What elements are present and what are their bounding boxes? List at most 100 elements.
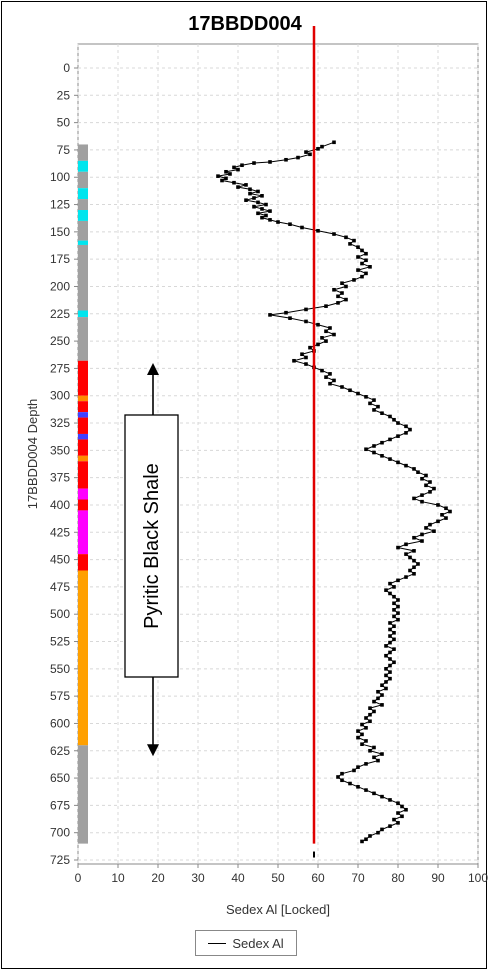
- data-point: [336, 775, 340, 779]
- y-tick-label: 525: [50, 635, 70, 649]
- data-point: [336, 301, 340, 305]
- data-point: [344, 235, 348, 240]
- x-tick-label: 50: [271, 871, 285, 885]
- data-point: [340, 281, 344, 286]
- x-tick-label: 70: [351, 871, 365, 885]
- data-point: [388, 621, 392, 625]
- y-tick-label: 400: [50, 498, 70, 512]
- data-point: [316, 228, 320, 233]
- data-point: [368, 706, 372, 710]
- data-point: [292, 358, 296, 363]
- data-point: [388, 670, 392, 674]
- data-point: [248, 187, 252, 192]
- data-point: [388, 414, 392, 419]
- data-point: [392, 417, 396, 422]
- data-point: [392, 630, 396, 635]
- data-point: [364, 258, 368, 263]
- y-tick-label: 200: [50, 279, 70, 293]
- data-point: [296, 155, 300, 160]
- data-point: [436, 519, 440, 524]
- data-point: [396, 821, 400, 825]
- data-point: [352, 238, 356, 243]
- data-point: [256, 200, 260, 205]
- data-series: [216, 140, 452, 844]
- data-point: [420, 532, 424, 537]
- lithology-interval: [78, 220, 88, 241]
- data-point: [404, 542, 408, 547]
- y-tick-label: 125: [50, 198, 70, 212]
- data-point: [304, 362, 308, 366]
- data-point: [412, 467, 416, 471]
- data-point: [412, 571, 416, 576]
- data-point: [392, 817, 396, 822]
- data-point: [392, 608, 396, 612]
- data-point: [304, 307, 308, 312]
- lithology-interval: [78, 395, 88, 402]
- y-tick-label: 300: [50, 389, 70, 403]
- data-point: [368, 401, 372, 406]
- lithology-interval: [78, 199, 88, 211]
- y-tick-label: 425: [50, 525, 70, 539]
- data-point: [408, 555, 412, 560]
- data-point: [444, 516, 448, 520]
- data-point: [364, 447, 368, 452]
- data-point: [420, 539, 424, 543]
- data-point: [404, 424, 408, 429]
- data-point: [320, 144, 324, 149]
- data-point: [404, 807, 408, 812]
- lithology-interval: [78, 317, 88, 361]
- data-point: [356, 391, 360, 396]
- lithology-interval: [78, 455, 88, 462]
- x-tick-label: 100: [468, 871, 488, 885]
- data-point: [420, 493, 424, 497]
- y-tick-label: 175: [50, 252, 70, 266]
- data-point: [252, 161, 256, 165]
- data-point: [384, 588, 388, 592]
- data-point: [396, 617, 400, 622]
- data-point: [372, 408, 376, 412]
- data-point: [288, 222, 292, 227]
- data-point: [260, 194, 264, 198]
- annotation-arrow-up: [147, 362, 159, 375]
- data-point: [344, 297, 348, 302]
- data-point: [372, 755, 376, 760]
- y-tick-label: 450: [50, 553, 70, 567]
- y-tick-label: 550: [50, 662, 70, 676]
- data-point: [388, 663, 392, 668]
- y-tick-label: 650: [50, 771, 70, 785]
- data-point: [268, 313, 272, 317]
- annotation-box: [124, 414, 179, 678]
- data-point: [380, 703, 384, 707]
- data-point: [364, 251, 368, 256]
- data-point: [428, 490, 432, 494]
- y-tick-label: 250: [50, 334, 70, 348]
- data-point: [404, 575, 408, 579]
- data-point: [392, 594, 396, 599]
- data-point: [388, 798, 392, 802]
- data-point: [384, 667, 388, 671]
- data-point: [372, 398, 376, 402]
- y-tick-label: 225: [50, 307, 70, 321]
- lithology-interval: [78, 439, 88, 456]
- data-point: [236, 185, 240, 189]
- data-point: [360, 732, 364, 737]
- data-point: [392, 647, 396, 651]
- data-point: [372, 699, 376, 704]
- data-point: [340, 385, 344, 389]
- data-point: [392, 614, 396, 619]
- data-point: [364, 788, 368, 792]
- y-tick-label: 575: [50, 689, 70, 703]
- data-point: [320, 368, 324, 373]
- data-point: [444, 506, 448, 511]
- data-point: [364, 726, 368, 730]
- data-point: [384, 680, 388, 684]
- lithology-interval: [78, 360, 88, 396]
- y-tick-label: 50: [57, 116, 71, 130]
- data-point: [224, 176, 228, 181]
- lithology-interval: [78, 510, 88, 555]
- lithology-interval: [78, 144, 88, 161]
- data-point: [448, 509, 452, 514]
- data-point: [404, 463, 408, 468]
- chart-title: 17BBDD004: [188, 13, 302, 35]
- x-tick-label: 40: [231, 871, 245, 885]
